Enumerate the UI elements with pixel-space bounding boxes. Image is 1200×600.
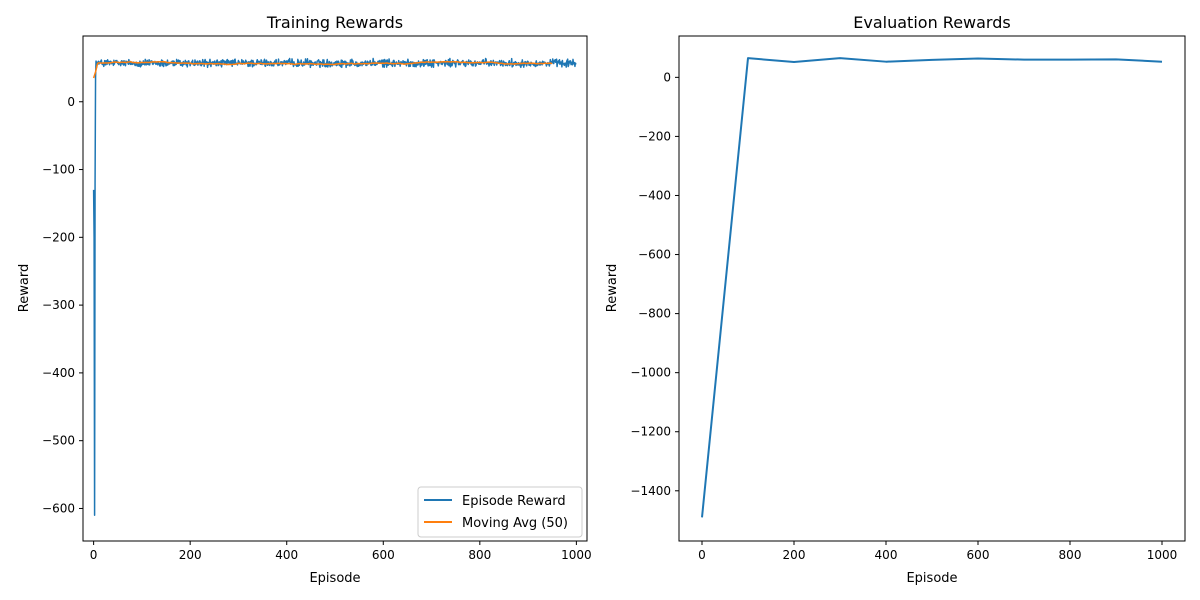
x-tick-label: 1000: [561, 548, 592, 562]
x-tick-label: 800: [468, 548, 491, 562]
training-legend: Episode Reward Moving Avg (50): [417, 486, 583, 538]
x-tick-label: 0: [698, 548, 706, 562]
x-tick-label: 400: [875, 548, 898, 562]
y-tick-label: −1400: [630, 484, 671, 498]
evaluation-series-lines: [701, 57, 1163, 518]
evaluation-x-axis-label: Episode: [906, 571, 957, 586]
x-tick-label: 200: [783, 548, 806, 562]
training-axes-frame: [82, 35, 588, 542]
y-tick-label: 0: [67, 95, 75, 109]
training-chart-title: Training Rewards: [266, 13, 403, 32]
x-tick-label: 800: [1059, 548, 1082, 562]
moving-avg-line: [92, 61, 553, 79]
y-tick-label: −600: [638, 248, 671, 262]
evaluation-y-ticks: −1400 −1200 −1000 −800 −600 −400 −200 0: [630, 70, 679, 498]
y-tick-label: −1200: [630, 425, 671, 439]
training-y-axis-label: Reward: [17, 264, 32, 312]
evaluation-axes-frame: [678, 35, 1186, 542]
evaluation-chart-title: Evaluation Rewards: [853, 13, 1010, 32]
training-x-ticks: 0 200 400 600 800 1000: [90, 541, 592, 562]
legend-label-moving-avg: Moving Avg (50): [462, 516, 568, 531]
legend-label-episode-reward: Episode Reward: [462, 494, 566, 509]
x-tick-label: 600: [967, 548, 990, 562]
y-tick-label: −200: [42, 230, 75, 244]
training-x-axis-label: Episode: [309, 571, 360, 586]
y-tick-label: −500: [42, 434, 75, 448]
x-tick-label: 400: [275, 548, 298, 562]
evaluation-x-ticks: 0 200 400 600 800 1000: [698, 541, 1177, 562]
y-tick-label: 0: [663, 70, 671, 84]
y-tick-label: −400: [638, 188, 671, 202]
training-rewards-chart: Training Rewards 0 200 400 600 800 1000 −600−…: [17, 13, 592, 586]
x-tick-label: 1000: [1147, 548, 1178, 562]
y-tick-label: −300: [42, 298, 75, 312]
y-tick-label: −800: [638, 307, 671, 321]
y-tick-label: −400: [42, 366, 75, 380]
evaluation-y-axis-label: Reward: [605, 264, 620, 312]
training-series-lines: [92, 57, 577, 516]
y-tick-label: −100: [42, 163, 75, 177]
evaluation-reward-line: [701, 57, 1163, 518]
evaluation-rewards-chart: Evaluation Rewards 0 200 400 600 800 1000 −14…: [605, 13, 1186, 586]
y-tick-label: −200: [638, 129, 671, 143]
x-tick-label: 200: [179, 548, 202, 562]
legend-box: [417, 486, 583, 538]
x-tick-label: 600: [372, 548, 395, 562]
y-tick-label: −600: [42, 501, 75, 515]
x-tick-label: 0: [90, 548, 98, 562]
training-y-ticks: −600 −500 −400 −300 −200 −100 0: [42, 95, 83, 515]
y-tick-label: −1000: [630, 366, 671, 380]
